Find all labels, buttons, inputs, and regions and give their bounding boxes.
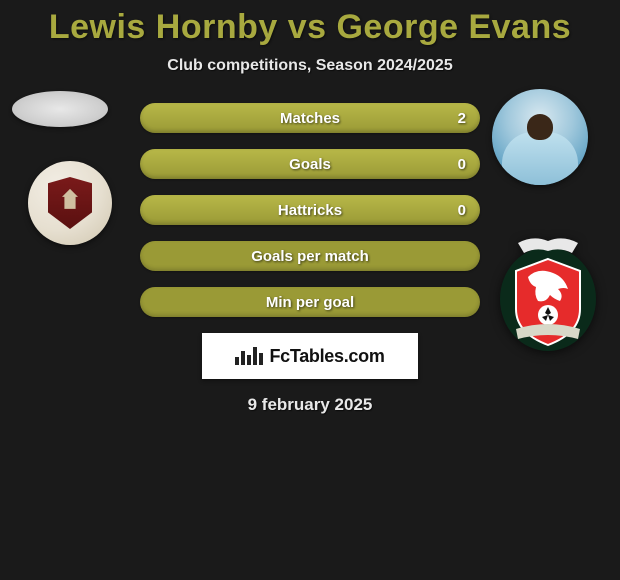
stat-label: Min per goal	[266, 294, 354, 311]
logo-bars-icon	[235, 347, 263, 365]
comparison-content: Matches 2 Goals 0 Hattricks 0 Goals per …	[0, 103, 620, 415]
stat-bar-min-per-goal: Min per goal	[140, 287, 480, 317]
attribution-logo	[235, 347, 263, 365]
stat-bar-goals-per-match: Goals per match	[140, 241, 480, 271]
player-left-silhouette	[12, 91, 108, 127]
attribution-box: FcTables.com	[202, 333, 418, 379]
stat-label: Hattricks	[278, 202, 342, 219]
crest-left	[48, 177, 92, 229]
player-right-jersey	[502, 132, 579, 185]
date-text: 9 february 2025	[0, 395, 620, 415]
stat-bar-goals: Goals 0	[140, 149, 480, 179]
stat-label: Matches	[280, 110, 340, 127]
stat-label: Goals per match	[251, 248, 369, 265]
stat-bar-hattricks: Hattricks 0	[140, 195, 480, 225]
stat-value: 0	[458, 156, 466, 173]
club-badge-left	[28, 161, 112, 245]
stat-bars: Matches 2 Goals 0 Hattricks 0 Goals per …	[140, 103, 480, 317]
player-right-photo	[492, 89, 588, 185]
subtitle: Club competitions, Season 2024/2025	[0, 57, 620, 75]
stat-label: Goals	[289, 156, 331, 173]
club-badge-right	[498, 237, 598, 353]
stat-bar-matches: Matches 2	[140, 103, 480, 133]
page-title: Lewis Hornby vs George Evans	[0, 0, 620, 47]
stat-value: 2	[458, 110, 466, 127]
attribution-text: FcTables.com	[269, 346, 384, 367]
stat-value: 0	[458, 202, 466, 219]
